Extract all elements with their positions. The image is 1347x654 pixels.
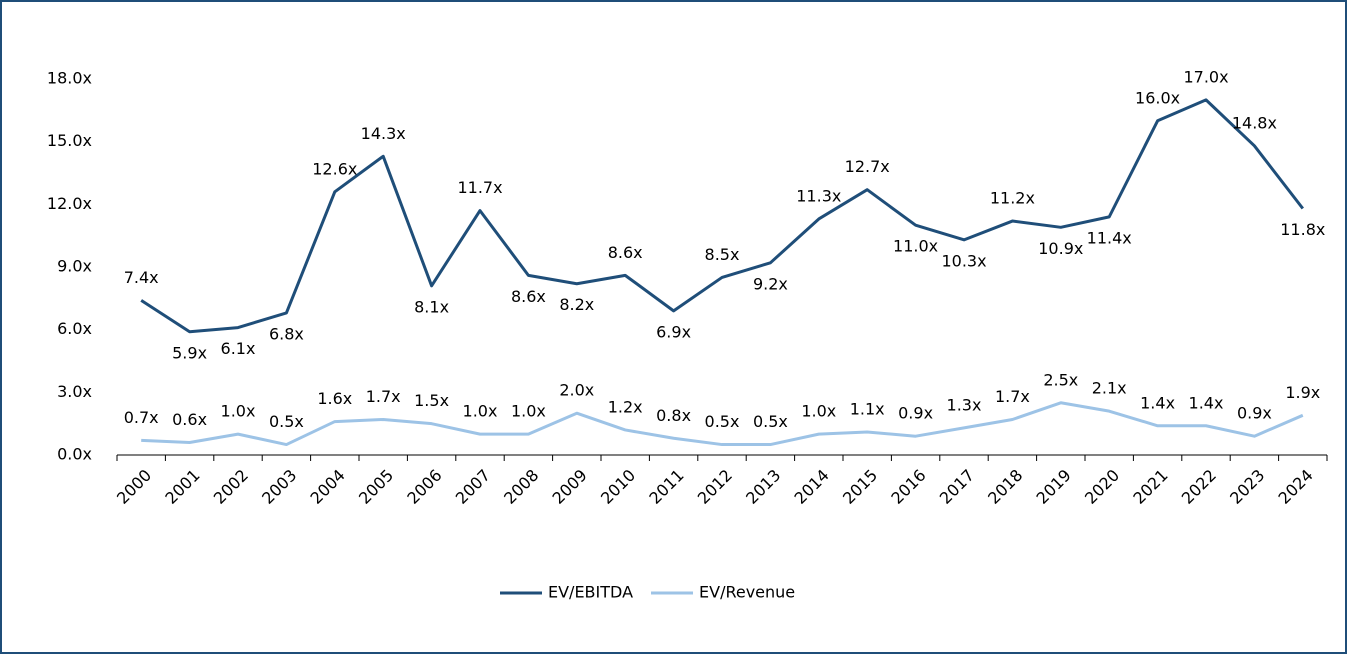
data-label: 8.1x <box>414 297 449 316</box>
data-label: 11.2x <box>990 189 1035 208</box>
data-label: 0.9x <box>1237 404 1272 423</box>
data-label: 10.3x <box>941 251 986 270</box>
data-label: 0.5x <box>705 412 740 431</box>
data-label: 0.5x <box>753 412 788 431</box>
data-label: 1.2x <box>608 397 643 416</box>
data-label: 5.9x <box>172 343 207 362</box>
data-label: 11.4x <box>1087 228 1132 247</box>
data-label: 9.2x <box>753 274 788 293</box>
data-label: 1.5x <box>414 391 449 410</box>
data-label: 0.9x <box>898 404 933 423</box>
y-tick-label: 12.0x <box>47 194 92 213</box>
series-line <box>141 401 1304 447</box>
data-label: 12.6x <box>312 159 357 178</box>
data-label: 8.5x <box>705 245 740 264</box>
y-tick-label: 6.0x <box>57 319 92 338</box>
series-line <box>140 98 1304 334</box>
data-label: 11.7x <box>457 178 502 197</box>
data-label: 1.3x <box>947 395 982 414</box>
data-label: 11.0x <box>893 237 938 256</box>
data-label: 1.7x <box>995 387 1030 406</box>
data-label: 2.0x <box>559 381 594 400</box>
data-label: 0.5x <box>269 412 304 431</box>
data-label: 1.0x <box>221 402 256 421</box>
data-label: 1.0x <box>801 402 836 421</box>
data-label: 1.1x <box>850 400 885 419</box>
data-label: 0.8x <box>656 406 691 425</box>
data-label: 1.6x <box>317 389 352 408</box>
data-label: 1.0x <box>511 402 546 421</box>
data-label: 1.0x <box>463 402 498 421</box>
y-tick-label: 18.0x <box>47 69 92 88</box>
data-label: 11.8x <box>1280 220 1325 239</box>
data-label: 0.6x <box>172 410 207 429</box>
data-label: 12.7x <box>845 157 890 176</box>
data-label: 8.6x <box>608 243 643 262</box>
data-label: 6.9x <box>656 322 691 341</box>
legend-label: EV/EBITDA <box>548 583 633 602</box>
data-label: 6.1x <box>221 339 256 358</box>
data-label: 17.0x <box>1183 67 1228 86</box>
data-label: 1.7x <box>366 387 401 406</box>
data-label: 0.7x <box>124 408 159 427</box>
y-tick-label: 9.0x <box>57 257 92 276</box>
y-tick-label: 0.0x <box>57 445 92 464</box>
data-label: 11.3x <box>796 186 841 205</box>
data-label: 10.9x <box>1038 239 1083 258</box>
data-label: 1.4x <box>1140 393 1175 412</box>
legend-label: EV/Revenue <box>699 583 795 602</box>
data-label: 14.3x <box>361 124 406 143</box>
data-label: 7.4x <box>124 268 159 287</box>
data-label: 8.2x <box>559 295 594 314</box>
data-label: 16.0x <box>1135 88 1180 107</box>
y-tick-label: 15.0x <box>47 131 92 150</box>
y-tick-label: 3.0x <box>57 382 92 401</box>
data-label: 1.4x <box>1189 393 1224 412</box>
data-label: 14.8x <box>1232 113 1277 132</box>
data-label: 2.5x <box>1043 370 1078 389</box>
data-label: 8.6x <box>511 287 546 306</box>
data-label: 1.9x <box>1285 383 1320 402</box>
data-label: 6.8x <box>269 324 304 343</box>
data-label: 2.1x <box>1092 379 1127 398</box>
